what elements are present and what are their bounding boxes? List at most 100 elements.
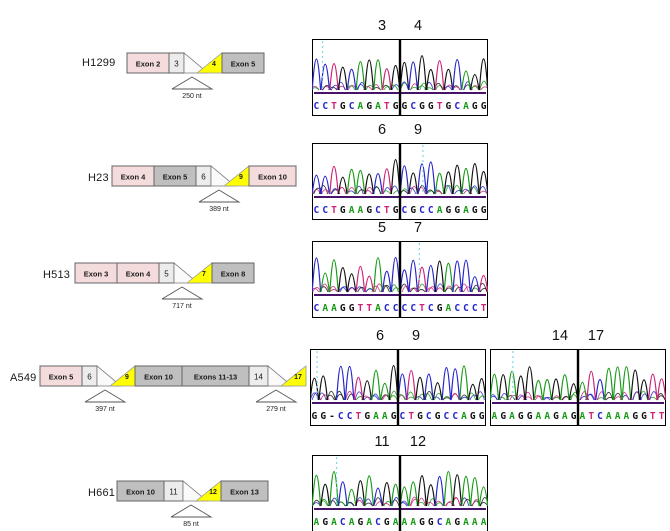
base-letter: C xyxy=(322,101,328,112)
base-letter: C xyxy=(452,411,458,422)
exon-fragment-label: 6 xyxy=(87,373,92,382)
skipped-size-marker: 717 nt xyxy=(161,286,204,310)
splice-junction-wedge: 17 xyxy=(267,365,307,387)
base-letter: C xyxy=(597,411,603,422)
exon-label: Exon 10 xyxy=(144,373,173,382)
exon-label: Exon 5 xyxy=(231,60,256,69)
base-letter: G xyxy=(417,411,423,422)
base-letter: A xyxy=(446,517,452,528)
exon-label: Exon 8 xyxy=(221,270,246,279)
base-letter: A xyxy=(492,411,498,422)
chromatogram-panel: 3 4C C T G C A G A T G G C G G T G C A G G xyxy=(312,18,488,116)
base-letter: C xyxy=(314,303,320,314)
base-letter: G xyxy=(518,411,524,422)
exon-label: Exon 5 xyxy=(49,373,74,382)
base-letter: G xyxy=(340,101,346,112)
base-letter: G xyxy=(472,205,478,216)
base-letter: C xyxy=(375,517,381,528)
junction-number-left: 6 xyxy=(376,328,384,344)
base-letter: C xyxy=(410,303,416,314)
base-letter: G xyxy=(472,101,478,112)
base-letter: C xyxy=(419,205,425,216)
base-letter: A xyxy=(375,101,381,112)
base-letter: A xyxy=(322,303,328,314)
base-letter: A xyxy=(437,205,443,216)
exon-fragment-label: 14 xyxy=(254,373,263,382)
base-letter: C xyxy=(338,411,344,422)
base-letter: G xyxy=(481,101,487,112)
chromatogram-panel: 6 9G G - C C T G A A G C T G C G C C A G G xyxy=(310,328,486,426)
base-letter: A xyxy=(402,517,408,528)
base-letter: A xyxy=(580,411,586,422)
exon-fragment-label: 6 xyxy=(201,173,206,182)
base-letter: T xyxy=(408,411,414,422)
base-letter: C xyxy=(375,205,381,216)
exon-box: Exon 13 xyxy=(220,480,269,502)
base-letter: G xyxy=(358,517,364,528)
base-letter: C xyxy=(463,303,469,314)
base-letter: C xyxy=(402,303,408,314)
base-letter: G xyxy=(435,411,441,422)
base-letter: G xyxy=(340,205,346,216)
exon-box: Exon 8 xyxy=(211,262,255,284)
chromatogram-panel: 14 17A G A G G A A G A G A T C A A A G G T T xyxy=(490,328,666,426)
exon-diagram: Exon 2 3 4 Exon 5 250 nt xyxy=(126,52,265,100)
base-letter: C xyxy=(400,411,406,422)
base-letter: T xyxy=(331,205,337,216)
base-letter: G xyxy=(479,411,485,422)
base-letter: G xyxy=(553,411,559,422)
base-letter: A xyxy=(358,101,364,112)
base-letter: C xyxy=(437,517,443,528)
junction-number-right: 17 xyxy=(588,328,604,344)
base-letter: G xyxy=(632,411,638,422)
base-letter: T xyxy=(437,101,443,112)
base-letter: A xyxy=(382,411,388,422)
base-letter: T xyxy=(384,205,390,216)
exon-box: Exon 4 xyxy=(116,262,160,284)
base-letter: G xyxy=(419,517,425,528)
exon-fragment-box: 3 xyxy=(168,52,185,74)
exon-box: Exon 10 xyxy=(248,165,297,187)
base-letter: - xyxy=(329,411,335,422)
base-letter: T xyxy=(366,303,372,314)
skipped-size-marker: 250 nt xyxy=(171,76,214,100)
base-letter: T xyxy=(588,411,594,422)
base-letter: A xyxy=(331,517,337,528)
base-letter: A xyxy=(562,411,568,422)
splice-junction-wedge: 7 xyxy=(173,262,213,284)
splice-junction-wedge: 9 xyxy=(96,365,136,387)
base-letter: C xyxy=(472,303,478,314)
exon-fragment-box: 6 xyxy=(81,365,98,387)
cell-line-label: H1299 xyxy=(82,57,116,69)
base-letter: T xyxy=(650,411,656,422)
base-letter: T xyxy=(358,303,364,314)
exon-box: Exon 4 xyxy=(111,165,155,187)
base-letter: C xyxy=(428,303,434,314)
skipped-size-label: 717 nt xyxy=(172,303,192,310)
base-letter: G xyxy=(364,411,370,422)
base-letter: A xyxy=(349,205,355,216)
exon-fragment-box: 11 xyxy=(163,480,184,502)
chromatogram-panel: 6 9C C T G A A G C T G C G C C A G G A G G xyxy=(312,122,488,220)
base-letter: T xyxy=(384,101,390,112)
base-letter: G xyxy=(322,517,328,528)
junction-exon-label: 17 xyxy=(294,374,302,381)
exon-box: Exon 5 xyxy=(221,52,265,74)
base-letter: A xyxy=(366,517,372,528)
base-letter: A xyxy=(615,411,621,422)
base-letter: G xyxy=(340,303,346,314)
exon-diagram: Exon 4 Exon 5 6 9 Exon 10 389 nt xyxy=(111,165,297,213)
base-letter: G xyxy=(454,205,460,216)
exon-box: Exon 5 xyxy=(39,365,83,387)
junction-number-right: 4 xyxy=(414,18,422,34)
base-letter: A xyxy=(606,411,612,422)
exon-label: Exon 2 xyxy=(136,60,161,69)
base-letter: G xyxy=(527,411,533,422)
